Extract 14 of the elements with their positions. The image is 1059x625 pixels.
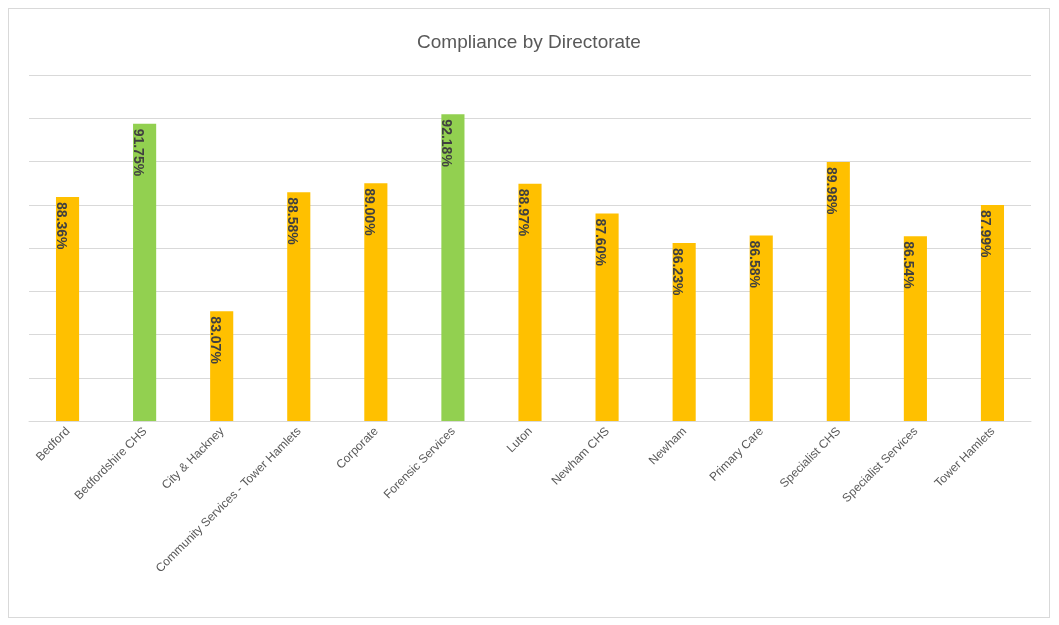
data-label: 83.07% [207,316,224,365]
data-label: 92.18% [438,119,455,168]
chart-title: Compliance by Directorate [417,31,641,52]
data-label: 86.58% [747,240,764,289]
data-label: 89.00% [361,188,378,237]
data-label: 89.98% [824,166,841,215]
data-label: 86.23% [670,248,687,297]
data-label: 88.36% [53,201,70,250]
data-label: 91.75% [130,128,147,177]
data-label: 86.54% [901,241,918,290]
data-label: 88.58% [284,197,301,246]
data-label: 87.60% [593,218,610,267]
data-label: 88.97% [516,188,532,237]
data-label: 87.99% [978,209,995,258]
